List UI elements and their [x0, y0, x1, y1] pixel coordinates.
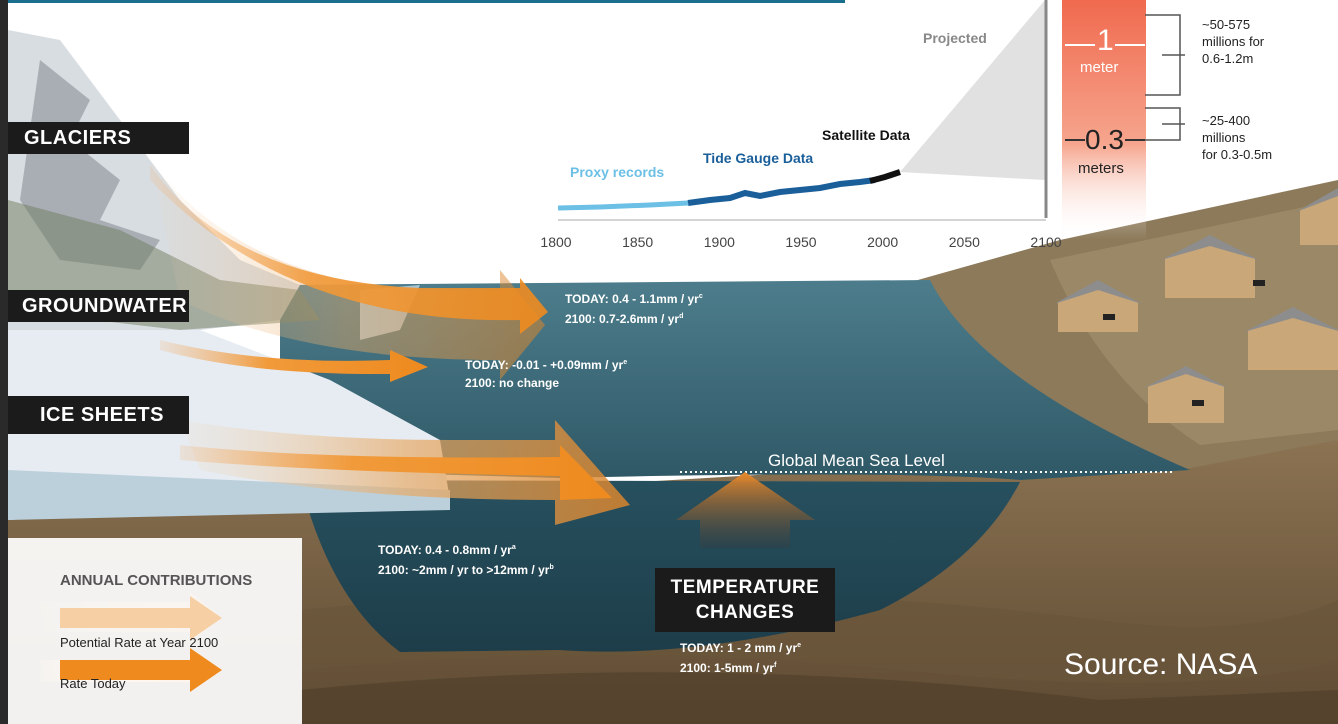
upper-impact-line3: 0.6-1.2m	[1202, 51, 1254, 66]
groundwater-2100-rate: 2100: no change	[465, 376, 560, 390]
legend-title: ANNUAL CONTRIBUTIONS	[60, 572, 253, 589]
glaciers-2100-rate: 2100: 0.7-2.6mm / yr	[565, 312, 680, 326]
projected-label: Projected	[923, 30, 987, 46]
timeline-tick-label: 1950	[785, 234, 817, 250]
temperature-label: TEMPERATURE CHANGES	[655, 568, 835, 632]
upper-impact-text: ~50-575 millions for 0.6-1.2m	[1202, 16, 1264, 67]
ice-sheets-today-arrow	[180, 445, 612, 500]
glaciers-potential-arrow	[150, 160, 545, 380]
source-credit: Source: NASA	[1064, 648, 1258, 681]
glaciers-today-rate: TODAY: 0.4 - 1.1mm / yr	[565, 292, 699, 306]
glaciers-today-arrow	[150, 165, 548, 334]
temperature-rates: TODAY: 1 - 2 mm / yre 2100: 1-5mm / yrf	[680, 637, 801, 677]
rate-today-arrow	[60, 648, 222, 692]
one-meter-value: 1	[1097, 24, 1114, 57]
tide-gauge-line	[687, 177, 876, 206]
potential-rate-arrow	[60, 596, 222, 640]
timeline-tick-label: 1800	[540, 234, 572, 250]
ice-sheets-2100-rate: 2100: ~2mm / yr to >12mm / yr	[378, 563, 550, 577]
groundwater-today-ref: e	[623, 359, 628, 366]
groundwater-rates: TODAY: -0.01 - +0.09mm / yre 2100: no ch…	[465, 354, 627, 392]
temperature-label-line1: TEMPERATURE	[670, 577, 820, 598]
groundwater-label: GROUNDWATER	[8, 290, 189, 322]
glaciers-label: GLACIERS	[8, 122, 189, 154]
lower-impact-text: ~25-400 millions for 0.3-0.5m	[1202, 112, 1272, 163]
ice-sheets-2100-ref: b	[549, 564, 554, 571]
glaciers-label-text: GLACIERS	[24, 126, 132, 149]
glaciers-rates: TODAY: 0.4 - 1.1mm / yrc 2100: 0.7-2.6mm…	[565, 288, 703, 328]
lower-impact-line2: millions	[1202, 130, 1246, 145]
proxy-records-line	[557, 200, 689, 211]
lower-impact-line3: for 0.3-0.5m	[1202, 147, 1273, 162]
ocean-basin	[300, 480, 1020, 652]
point-three-unit: meters	[1078, 160, 1124, 177]
sea-level-label: Global Mean Sea Level	[768, 451, 945, 470]
temperature-2100-rate: 2100: 1-5mm / yr	[680, 661, 775, 675]
temperature-label-line2: CHANGES	[695, 602, 795, 623]
timeline-tick-label: 2100	[1030, 234, 1062, 250]
timeline-tick-label: 1900	[703, 234, 735, 250]
point-three-value: 0.3	[1085, 124, 1124, 155]
glaciers-today-ref: c	[698, 293, 703, 300]
temperature-today-rate: TODAY: 1 - 2 mm / yr	[680, 641, 798, 655]
houses	[1054, 188, 1338, 423]
upper-impact-line1: ~50-575	[1202, 17, 1251, 32]
satellite-data-line	[869, 169, 901, 184]
legend-today-label: Rate Today	[60, 676, 126, 691]
legend-panel	[8, 538, 302, 724]
timeline-tick-label: 2000	[867, 234, 899, 250]
ice-sheets-rates: TODAY: 0.4 - 0.8mm / yra 2100: ~2mm / yr…	[378, 539, 554, 579]
temperature-arrow	[676, 472, 815, 548]
tide-gauge-label: Tide Gauge Data	[703, 150, 814, 166]
upper-impact-line2: millions for	[1202, 34, 1265, 49]
ice-sheets-today-rate: TODAY: 0.4 - 0.8mm / yr	[378, 543, 512, 557]
ice-sheets-potential-arrow	[180, 420, 630, 525]
glaciers-2100-ref: d	[679, 313, 684, 320]
groundwater-label-text: GROUNDWATER	[22, 294, 188, 317]
ice-sheets-label: ICE SHEETS	[8, 396, 189, 434]
legend-potential-label: Potential Rate at Year 2100	[60, 635, 219, 650]
ice-sheets-label-text: ICE SHEETS	[40, 403, 164, 426]
timeline-tick-label: 2050	[948, 234, 980, 250]
satellite-data-label: Satellite Data	[822, 127, 910, 143]
sea-level-timeline	[557, 0, 1185, 240]
groundwater-today-arrow	[160, 340, 428, 382]
one-meter-unit: meter	[1080, 59, 1119, 76]
proxy-records-label: Proxy records	[570, 164, 665, 180]
lower-impact-line1: ~25-400	[1202, 113, 1251, 128]
temperature-today-ref: e	[797, 642, 802, 649]
temperature-2100-ref: f	[774, 662, 777, 669]
projected-cone	[900, 0, 1045, 180]
timeline-tick-label: 1850	[622, 234, 654, 250]
projection-band	[1062, 0, 1146, 240]
ice-sheets-today-ref: a	[511, 544, 516, 551]
groundwater-today-rate: TODAY: -0.01 - +0.09mm / yr	[465, 358, 624, 372]
